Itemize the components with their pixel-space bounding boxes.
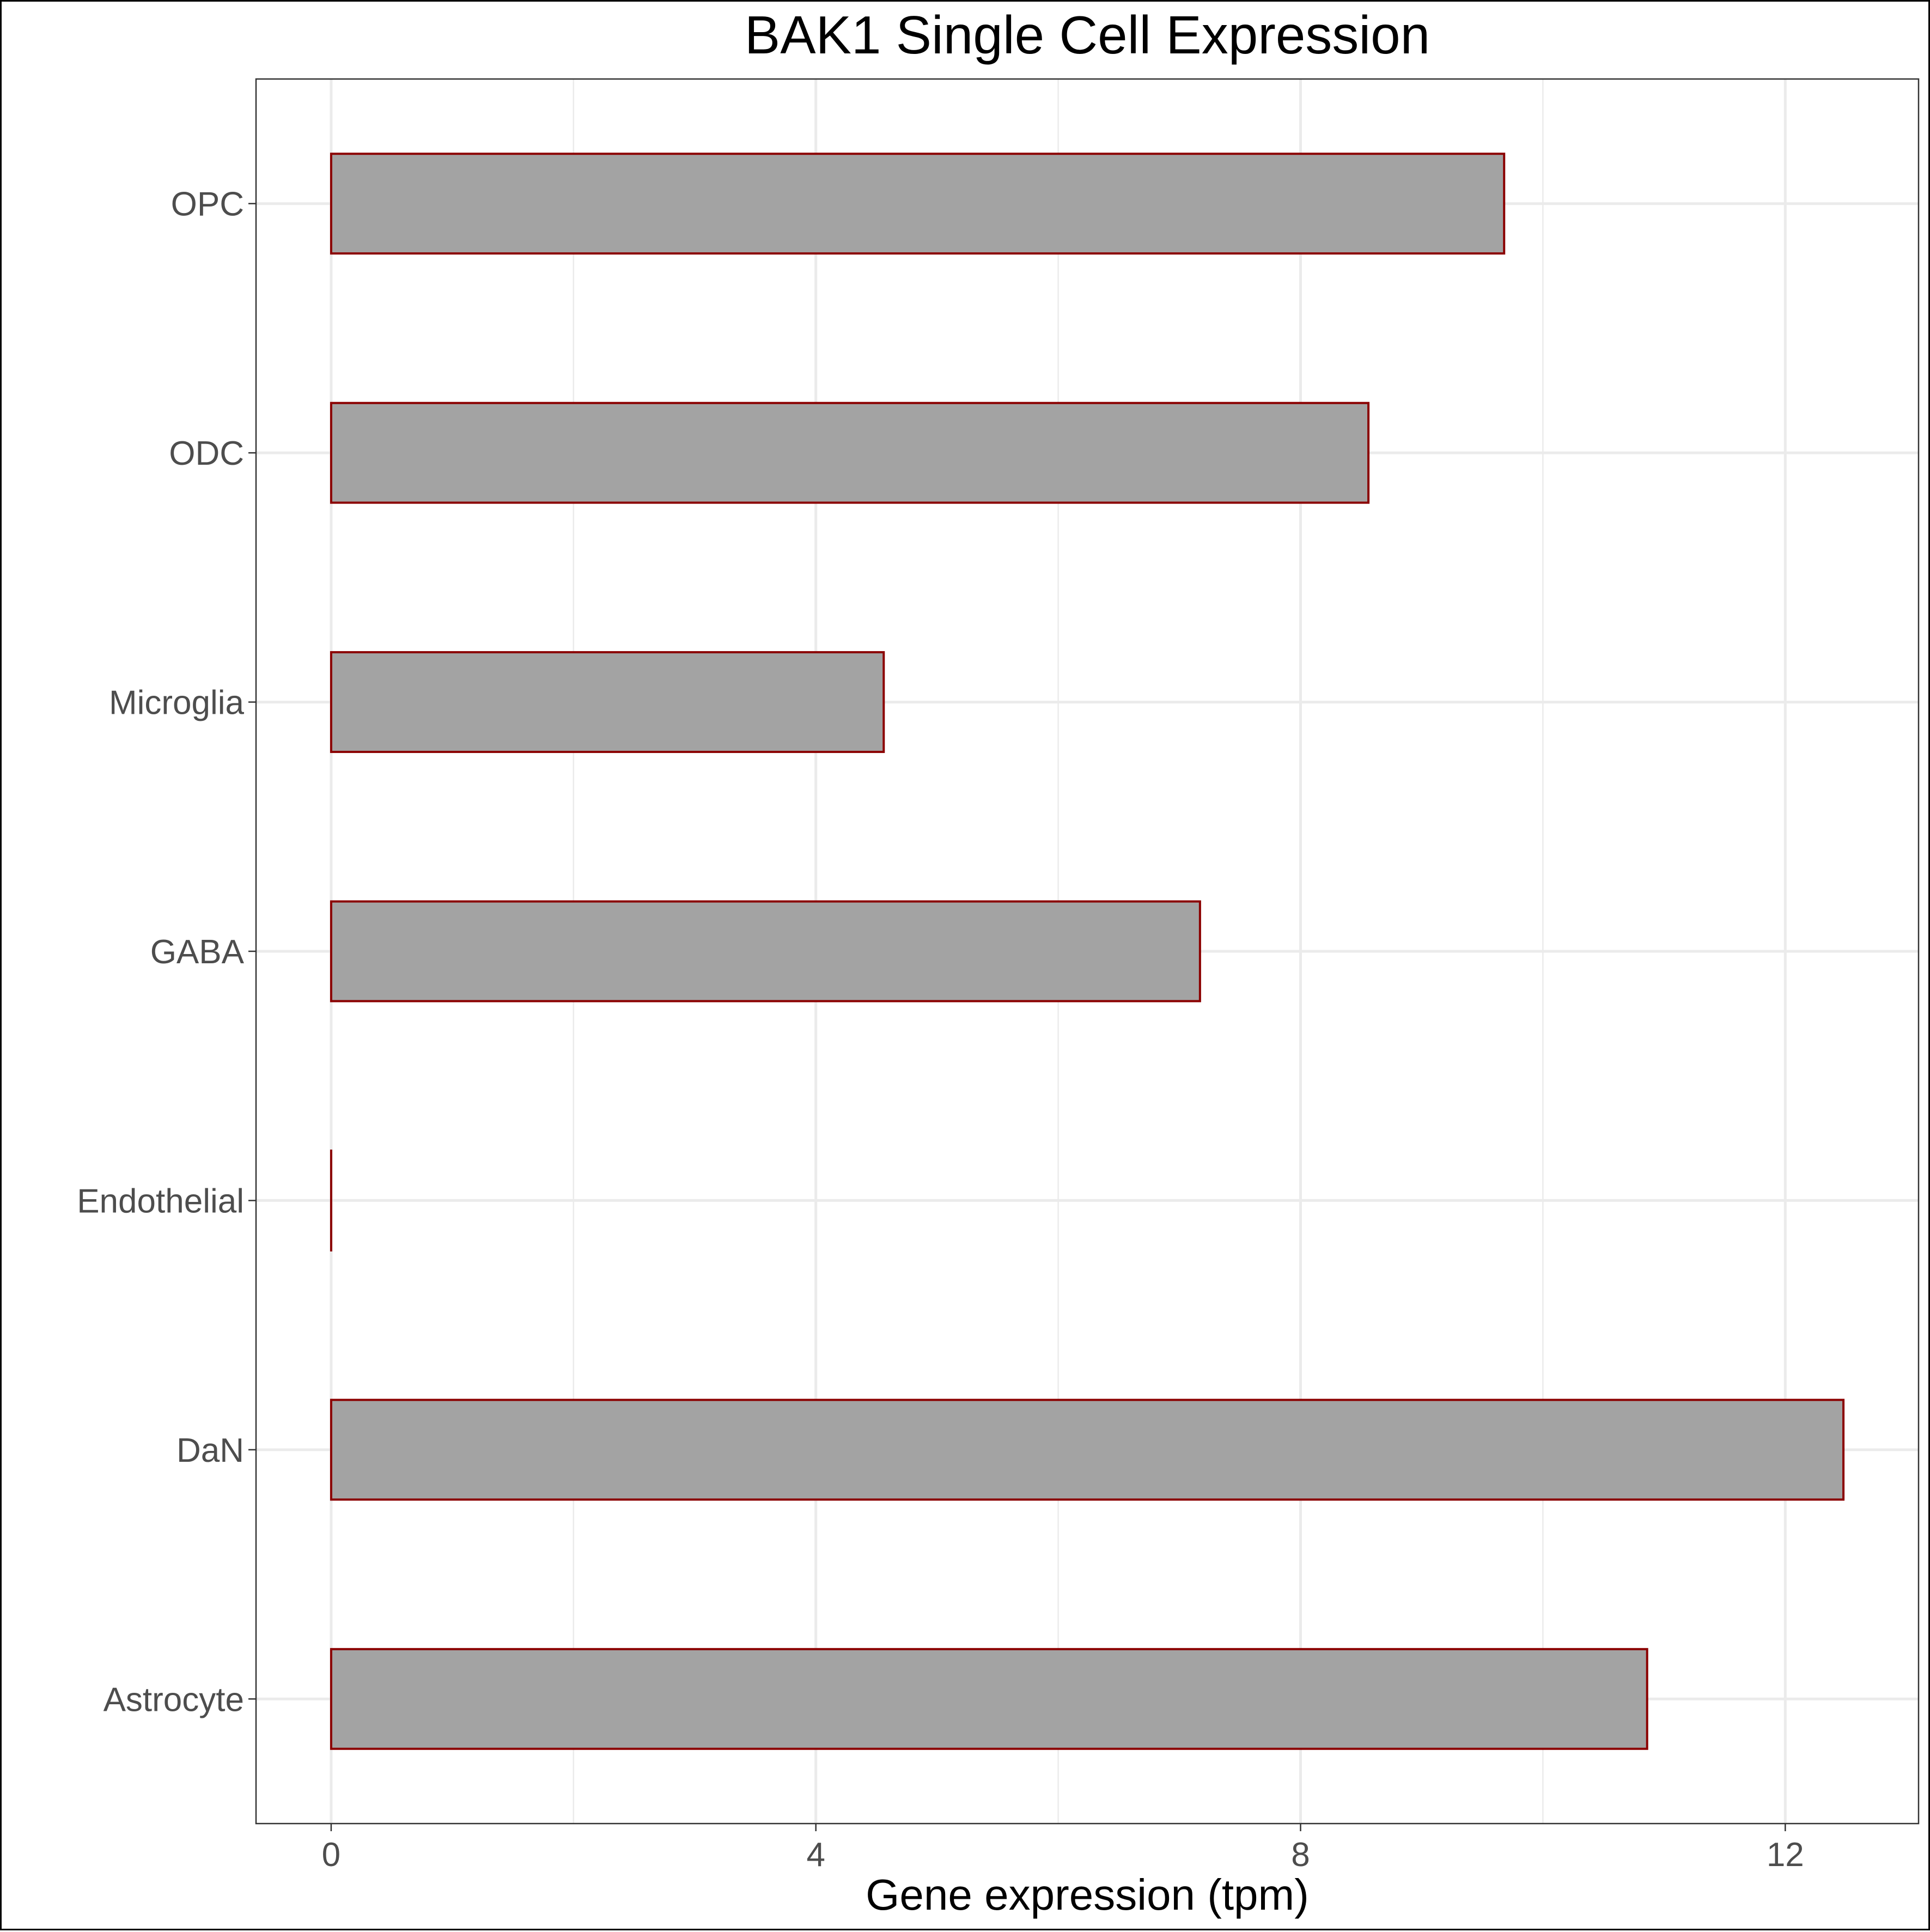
y-tick-label-dan: DaN <box>176 1432 244 1469</box>
x-tick-label: 12 <box>1767 1836 1804 1874</box>
x-tick-label: 4 <box>806 1836 825 1874</box>
y-tick-label-astrocyte: Astrocyte <box>103 1681 244 1718</box>
y-tick-label-gaba: GABA <box>150 933 245 971</box>
bar-astrocyte <box>331 1649 1647 1749</box>
bar-odc <box>331 403 1368 503</box>
x-tick-label: 0 <box>322 1836 340 1874</box>
y-tick-label-microglia: Microglia <box>109 684 245 722</box>
y-tick-label-endothelial: Endothelial <box>77 1182 244 1220</box>
chart-title: BAK1 Single Cell Expression <box>745 5 1430 65</box>
bar-microglia <box>331 652 884 752</box>
x-tick-label: 8 <box>1291 1836 1310 1874</box>
y-tick-label-odc: ODC <box>169 435 244 472</box>
bar-opc <box>331 154 1504 253</box>
y-tick-label-opc: OPC <box>171 186 244 223</box>
x-axis-title: Gene expression (tpm) <box>866 1870 1309 1919</box>
bar-dan <box>331 1400 1843 1499</box>
bar-gaba <box>331 902 1200 1001</box>
